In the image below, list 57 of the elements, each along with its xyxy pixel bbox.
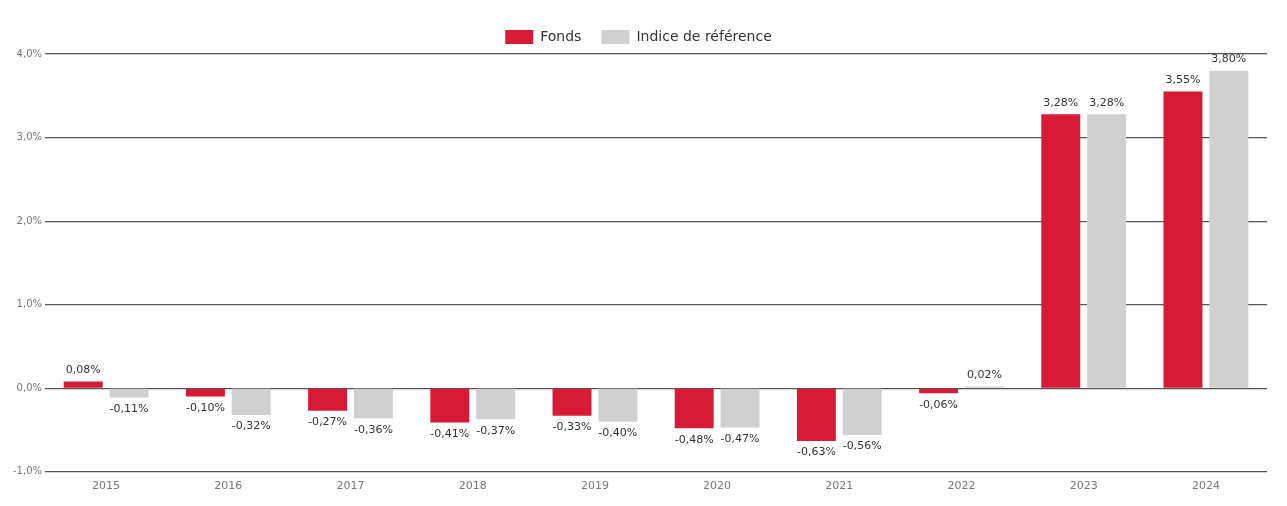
- x-tick-label: 2020: [703, 479, 732, 493]
- bar: [476, 388, 516, 420]
- data-label: 3,28%: [1043, 95, 1079, 109]
- data-label: 0,02%: [966, 367, 1002, 381]
- bar: [185, 388, 225, 397]
- legend-label: Fonds: [540, 27, 582, 44]
- bar: [63, 381, 103, 388]
- data-label: 3,55%: [1165, 72, 1201, 86]
- bar: [308, 388, 348, 411]
- bar: [231, 388, 271, 415]
- data-label: -0,56%: [842, 439, 882, 453]
- x-tick-label: 2015: [92, 479, 121, 493]
- data-label: -0,32%: [231, 419, 271, 433]
- bar: [1209, 70, 1249, 388]
- bar: [1087, 114, 1127, 388]
- data-label: 3,80%: [1211, 52, 1247, 66]
- bar: [1041, 114, 1081, 388]
- bar: [109, 388, 149, 398]
- data-label: -0,41%: [430, 426, 470, 440]
- bar: [598, 388, 638, 422]
- y-tick-label: 1,0%: [16, 298, 43, 310]
- data-label: -0,11%: [109, 401, 149, 415]
- x-tick-label: 2021: [825, 479, 854, 493]
- bar: [919, 388, 959, 394]
- bar: [720, 388, 760, 428]
- x-tick-label: 2018: [458, 479, 487, 493]
- x-tick-label: 2019: [580, 479, 609, 493]
- bar: [430, 388, 470, 423]
- bar: [796, 388, 836, 441]
- x-tick-label: 2016: [214, 479, 243, 493]
- data-label: -0,33%: [552, 420, 592, 434]
- data-label: -0,63%: [796, 445, 836, 459]
- bar: [674, 388, 714, 429]
- y-tick-label: 0,0%: [16, 381, 43, 393]
- bar: [1163, 91, 1203, 388]
- data-label: -0,10%: [185, 400, 225, 414]
- y-tick-label: 4,0%: [16, 47, 43, 59]
- x-tick-label: 2022: [947, 479, 976, 493]
- legend-label: Indice de référence: [636, 27, 772, 44]
- x-tick-label: 2024: [1191, 479, 1220, 493]
- data-label: 0,08%: [65, 362, 101, 376]
- data-label: -0,27%: [308, 415, 348, 429]
- bar: [842, 388, 882, 436]
- data-label: -0,06%: [919, 397, 959, 411]
- y-tick-label: -1,0%: [13, 465, 43, 477]
- data-label: -0,47%: [720, 431, 760, 445]
- y-tick-label: 2,0%: [16, 214, 43, 226]
- data-label: -0,37%: [476, 423, 516, 437]
- y-tick-label: 3,0%: [16, 131, 43, 143]
- data-label: -0,48%: [674, 432, 714, 446]
- bar: [353, 388, 393, 419]
- x-tick-label: 2023: [1069, 479, 1098, 493]
- x-tick-label: 2017: [336, 479, 365, 493]
- data-label: -0,36%: [353, 422, 393, 436]
- data-label: 3,28%: [1089, 95, 1125, 109]
- bar: [552, 388, 592, 416]
- data-label: -0,40%: [598, 426, 638, 440]
